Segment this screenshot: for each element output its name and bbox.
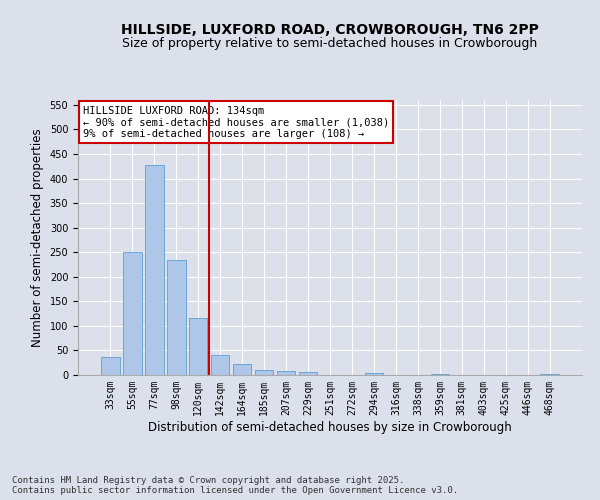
- Bar: [431, 374, 449, 375]
- Text: Size of property relative to semi-detached houses in Crowborough: Size of property relative to semi-detach…: [122, 38, 538, 51]
- Bar: [167, 260, 185, 375]
- Bar: [541, 374, 559, 375]
- Text: Contains HM Land Registry data © Crown copyright and database right 2025.
Contai: Contains HM Land Registry data © Crown c…: [12, 476, 458, 495]
- Bar: [101, 357, 119, 375]
- Bar: [145, 166, 164, 375]
- Bar: [277, 371, 295, 375]
- Bar: [123, 252, 142, 375]
- Bar: [211, 356, 229, 375]
- Bar: [299, 372, 317, 375]
- Bar: [255, 370, 274, 375]
- Y-axis label: Number of semi-detached properties: Number of semi-detached properties: [31, 128, 44, 347]
- X-axis label: Distribution of semi-detached houses by size in Crowborough: Distribution of semi-detached houses by …: [148, 420, 512, 434]
- Bar: [233, 364, 251, 375]
- Text: HILLSIDE LUXFORD ROAD: 134sqm
← 90% of semi-detached houses are smaller (1,038)
: HILLSIDE LUXFORD ROAD: 134sqm ← 90% of s…: [83, 106, 389, 138]
- Text: HILLSIDE, LUXFORD ROAD, CROWBOROUGH, TN6 2PP: HILLSIDE, LUXFORD ROAD, CROWBOROUGH, TN6…: [121, 22, 539, 36]
- Bar: [189, 318, 208, 375]
- Bar: [365, 373, 383, 375]
